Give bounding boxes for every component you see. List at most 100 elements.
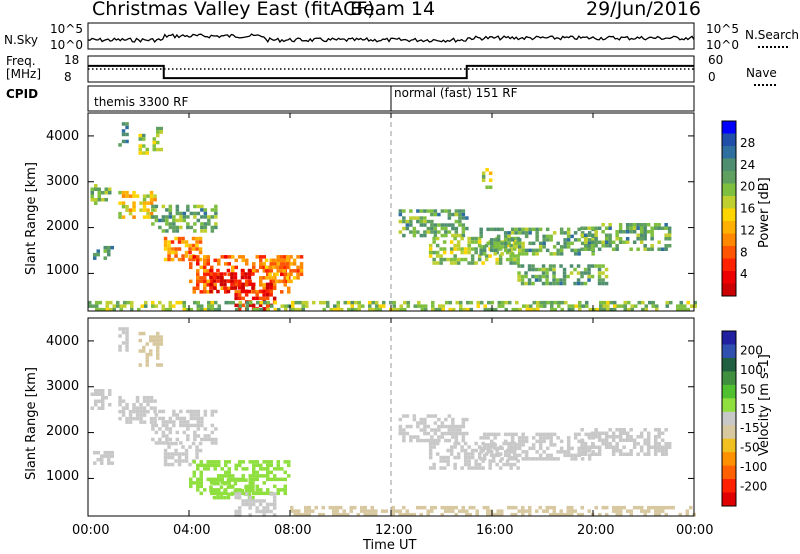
velocity-cell	[220, 474, 224, 478]
velocity-cell	[108, 403, 112, 407]
power-cell	[94, 187, 98, 191]
velocity-cell	[500, 446, 504, 451]
power-cell	[609, 300, 613, 305]
velocity-cell	[510, 457, 515, 461]
power-cell	[525, 304, 529, 308]
velocity-cell	[184, 459, 189, 463]
velocity-cell	[237, 506, 242, 510]
power-cell	[196, 300, 200, 305]
velocity-cell	[538, 432, 543, 437]
power-cell	[428, 247, 433, 251]
velocity-cell	[428, 455, 433, 460]
power-cell	[578, 304, 582, 308]
power-cell	[172, 304, 176, 308]
velocity-cell	[622, 431, 626, 435]
power-cell	[357, 307, 361, 312]
power-cell	[98, 300, 102, 305]
power-cell	[573, 238, 578, 242]
power-cell	[486, 227, 490, 232]
velocity-cell	[535, 450, 539, 454]
power-cell	[604, 274, 609, 279]
velocity-cell	[121, 399, 126, 403]
power-cell	[488, 171, 493, 175]
velocity-cell	[103, 454, 107, 458]
velocity-cell	[460, 448, 464, 453]
power-cell	[398, 219, 403, 224]
power-cell	[453, 257, 457, 262]
velocity-cell	[158, 416, 162, 421]
power-region-8	[209, 268, 255, 294]
power-cell	[545, 238, 550, 242]
power-cell	[219, 275, 224, 280]
velocity-cell	[428, 452, 433, 456]
velocity-cell	[636, 505, 640, 510]
power-cell	[489, 248, 494, 253]
power-cell	[249, 300, 253, 305]
velocity-cell	[398, 431, 403, 436]
power-cell	[182, 304, 186, 308]
power-cell	[144, 304, 148, 308]
velocity-cell	[657, 442, 661, 446]
power-cell	[207, 218, 211, 223]
power-cell	[602, 307, 606, 312]
xtick-2400: 00:00	[676, 523, 714, 538]
power-cell	[234, 303, 238, 308]
power-cell	[262, 289, 266, 294]
velocity-cell	[461, 417, 466, 422]
power-cell	[496, 234, 501, 239]
velocity-cell	[454, 512, 458, 517]
velocity-cell	[433, 421, 438, 425]
velocity-cell	[470, 466, 475, 470]
power-cell	[241, 289, 245, 294]
velocity-cell	[402, 414, 406, 418]
power-cell	[524, 271, 528, 275]
power-cell	[192, 286, 196, 291]
power-cell	[151, 215, 155, 219]
velocity-cell	[573, 457, 578, 461]
velocity-cell	[196, 427, 201, 431]
velocity-cell	[639, 435, 644, 439]
power-cell	[460, 236, 464, 241]
power-cell	[112, 304, 116, 308]
power-cell	[193, 229, 197, 233]
power-cell	[305, 304, 309, 308]
velocity-cell	[545, 457, 550, 461]
velocity-cell	[142, 413, 147, 417]
power-cell	[265, 282, 270, 287]
velocity-cell	[252, 463, 256, 468]
power-cell	[636, 233, 640, 237]
power-cell	[570, 248, 574, 253]
velocity-cell	[118, 402, 122, 407]
velocity-cell	[184, 452, 189, 456]
velocity-cell	[542, 450, 546, 454]
power-cell	[440, 223, 445, 227]
velocity-cell	[154, 413, 159, 417]
power-cell	[264, 269, 269, 273]
velocity-cell	[531, 446, 536, 451]
velocity-cell	[615, 435, 619, 439]
velocity-cell	[151, 423, 155, 428]
power-cell	[606, 307, 610, 312]
power-cell	[175, 211, 180, 216]
power-cell	[566, 238, 571, 242]
velocity-cell	[503, 439, 508, 444]
power-cell	[463, 257, 468, 262]
velocity-cell	[664, 449, 668, 453]
power-cell	[683, 307, 687, 312]
xtick-0800: 08:00	[274, 523, 312, 538]
velocity-cell	[367, 509, 371, 513]
velocity-cell	[442, 455, 447, 460]
velocity-cell	[227, 467, 231, 471]
power-cell	[531, 267, 535, 272]
power-cell	[461, 223, 466, 227]
velocity-cell	[549, 457, 553, 461]
velocity-cell	[650, 445, 654, 449]
velocity-cell	[174, 441, 178, 446]
power-region-14	[479, 227, 595, 256]
velocity-cell	[212, 495, 217, 500]
velocity-cell	[142, 409, 147, 414]
power-cell	[245, 279, 249, 284]
velocity-cell	[118, 416, 122, 421]
power-cell	[142, 144, 146, 148]
power-cell	[505, 243, 510, 248]
